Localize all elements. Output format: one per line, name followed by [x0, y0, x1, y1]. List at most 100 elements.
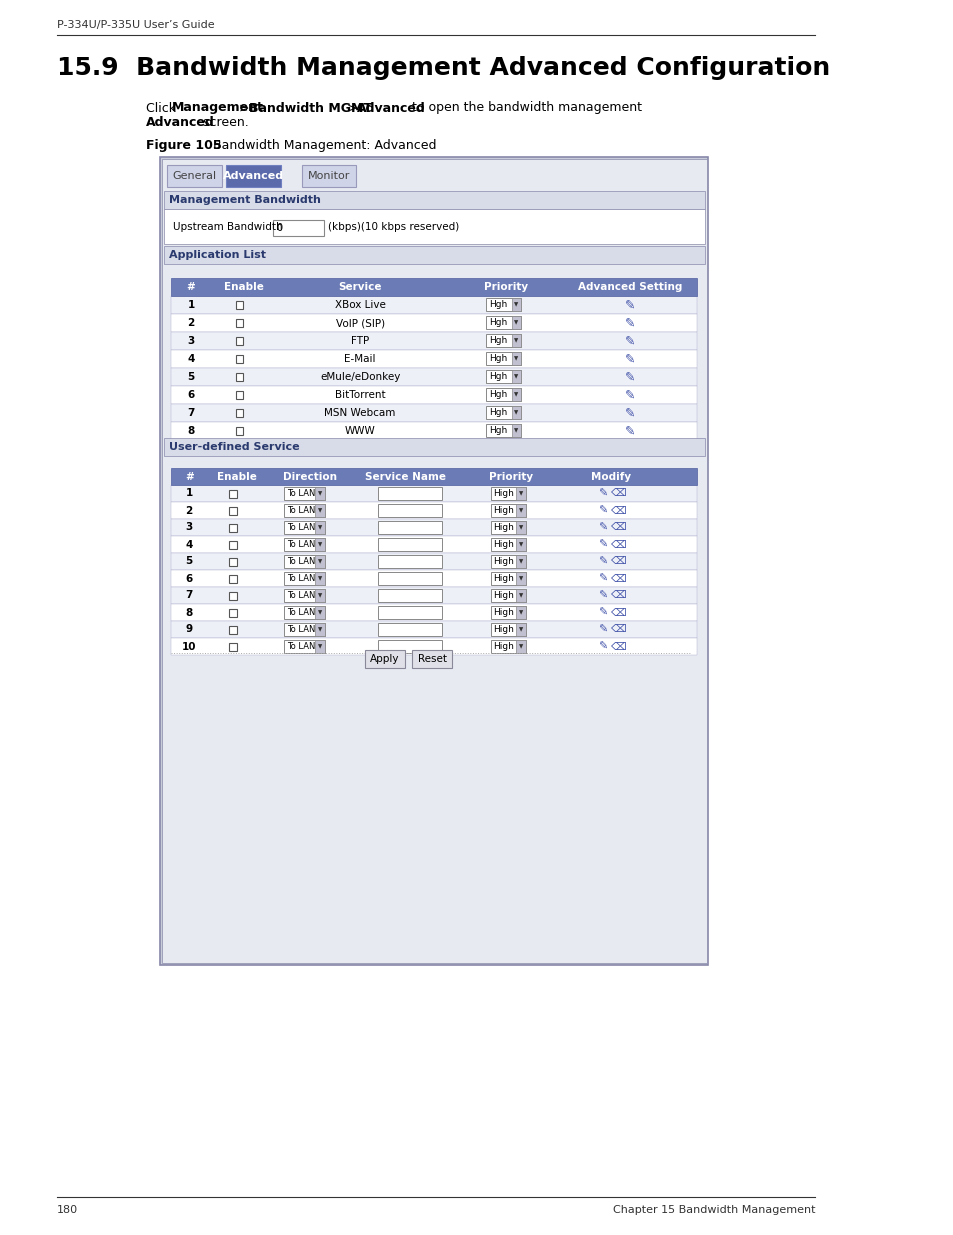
- Bar: [486, 333, 520, 347]
- Text: ✎: ✎: [624, 335, 635, 347]
- Text: FTP: FTP: [351, 336, 369, 346]
- Bar: [486, 388, 520, 401]
- Bar: [171, 536, 697, 553]
- Text: WWW: WWW: [344, 426, 375, 436]
- Bar: [378, 589, 442, 601]
- Bar: [171, 553, 697, 571]
- Text: ⌫: ⌫: [610, 522, 626, 532]
- Bar: [230, 625, 236, 634]
- Bar: [171, 350, 696, 368]
- Text: ✎: ✎: [598, 489, 606, 499]
- Text: Bandwidth Management: Advanced: Bandwidth Management: Advanced: [201, 138, 436, 152]
- Bar: [516, 640, 525, 653]
- Bar: [315, 521, 324, 534]
- Text: ▼: ▼: [514, 429, 518, 433]
- Text: ✎: ✎: [598, 625, 606, 635]
- Bar: [315, 538, 324, 551]
- Bar: [164, 209, 704, 245]
- Bar: [512, 424, 520, 437]
- Bar: [516, 606, 525, 619]
- Bar: [486, 406, 520, 419]
- Text: 1: 1: [186, 489, 193, 499]
- Text: User-defined Service: User-defined Service: [169, 442, 299, 452]
- Text: High: High: [493, 592, 514, 600]
- Text: Hgh: Hgh: [489, 354, 507, 363]
- Text: >: >: [234, 101, 253, 115]
- Bar: [273, 220, 323, 236]
- Bar: [171, 296, 696, 314]
- Text: High: High: [493, 489, 514, 498]
- Text: #: #: [187, 282, 195, 291]
- Text: VoIP (SIP): VoIP (SIP): [335, 317, 384, 329]
- Bar: [512, 298, 520, 311]
- Bar: [171, 314, 696, 332]
- Text: 1: 1: [187, 300, 194, 310]
- Text: ▼: ▼: [514, 391, 518, 396]
- Bar: [235, 427, 243, 435]
- Bar: [378, 504, 442, 517]
- Text: ▼: ▼: [518, 576, 522, 580]
- Text: 10: 10: [182, 641, 196, 652]
- Bar: [491, 640, 525, 653]
- Bar: [284, 572, 324, 585]
- Text: 6: 6: [186, 573, 193, 583]
- Bar: [512, 352, 520, 366]
- Text: To LAN: To LAN: [287, 489, 315, 498]
- Text: ▼: ▼: [317, 508, 322, 513]
- Text: P-334U/P-335U User’s Guide: P-334U/P-335U User’s Guide: [56, 20, 214, 30]
- Text: ⌫: ⌫: [610, 557, 626, 567]
- Bar: [315, 504, 324, 517]
- Bar: [315, 555, 324, 568]
- Text: XBox Live: XBox Live: [335, 300, 385, 310]
- Bar: [491, 589, 525, 601]
- Text: 2: 2: [187, 317, 194, 329]
- Bar: [284, 487, 324, 500]
- Bar: [378, 521, 442, 534]
- Bar: [230, 506, 236, 515]
- Bar: [491, 572, 525, 585]
- Text: ⌫: ⌫: [610, 505, 626, 515]
- Text: ⌫: ⌫: [610, 641, 626, 652]
- Bar: [491, 538, 525, 551]
- Bar: [171, 501, 697, 519]
- Text: (kbps)(10 kbps reserved): (kbps)(10 kbps reserved): [328, 222, 459, 232]
- Text: 4: 4: [185, 540, 193, 550]
- Bar: [230, 642, 236, 651]
- Text: Click: Click: [146, 101, 180, 115]
- Bar: [516, 622, 525, 636]
- Bar: [171, 638, 697, 655]
- Text: High: High: [493, 625, 514, 634]
- Bar: [284, 589, 324, 601]
- Bar: [378, 622, 442, 636]
- Text: 5: 5: [187, 372, 194, 382]
- Bar: [516, 589, 525, 601]
- Bar: [284, 538, 324, 551]
- Bar: [284, 606, 324, 619]
- Text: E-Mail: E-Mail: [344, 354, 375, 364]
- Text: Bandwidth MGMT: Bandwidth MGMT: [249, 101, 372, 115]
- Text: ✎: ✎: [598, 573, 606, 583]
- Text: ✎: ✎: [598, 608, 606, 618]
- Bar: [171, 468, 697, 485]
- Bar: [412, 650, 452, 668]
- Bar: [315, 589, 324, 601]
- Bar: [378, 487, 442, 500]
- Text: ▼: ▼: [518, 542, 522, 547]
- Text: Management Bandwidth: Management Bandwidth: [169, 195, 320, 205]
- Text: Advanced Setting: Advanced Setting: [577, 282, 681, 291]
- Text: Monitor: Monitor: [308, 170, 350, 182]
- Bar: [284, 521, 324, 534]
- Text: 2: 2: [186, 505, 193, 515]
- Text: High: High: [493, 608, 514, 618]
- Text: ▼: ▼: [518, 492, 522, 496]
- Text: ▼: ▼: [518, 559, 522, 564]
- Text: ⌫: ⌫: [610, 489, 626, 499]
- Bar: [284, 504, 324, 517]
- Bar: [171, 332, 696, 350]
- Bar: [171, 404, 696, 422]
- Text: Reset: Reset: [417, 655, 446, 664]
- Text: MSN Webcam: MSN Webcam: [324, 408, 395, 417]
- Text: ▼: ▼: [317, 492, 322, 496]
- Bar: [235, 337, 243, 345]
- Text: ✎: ✎: [598, 540, 606, 550]
